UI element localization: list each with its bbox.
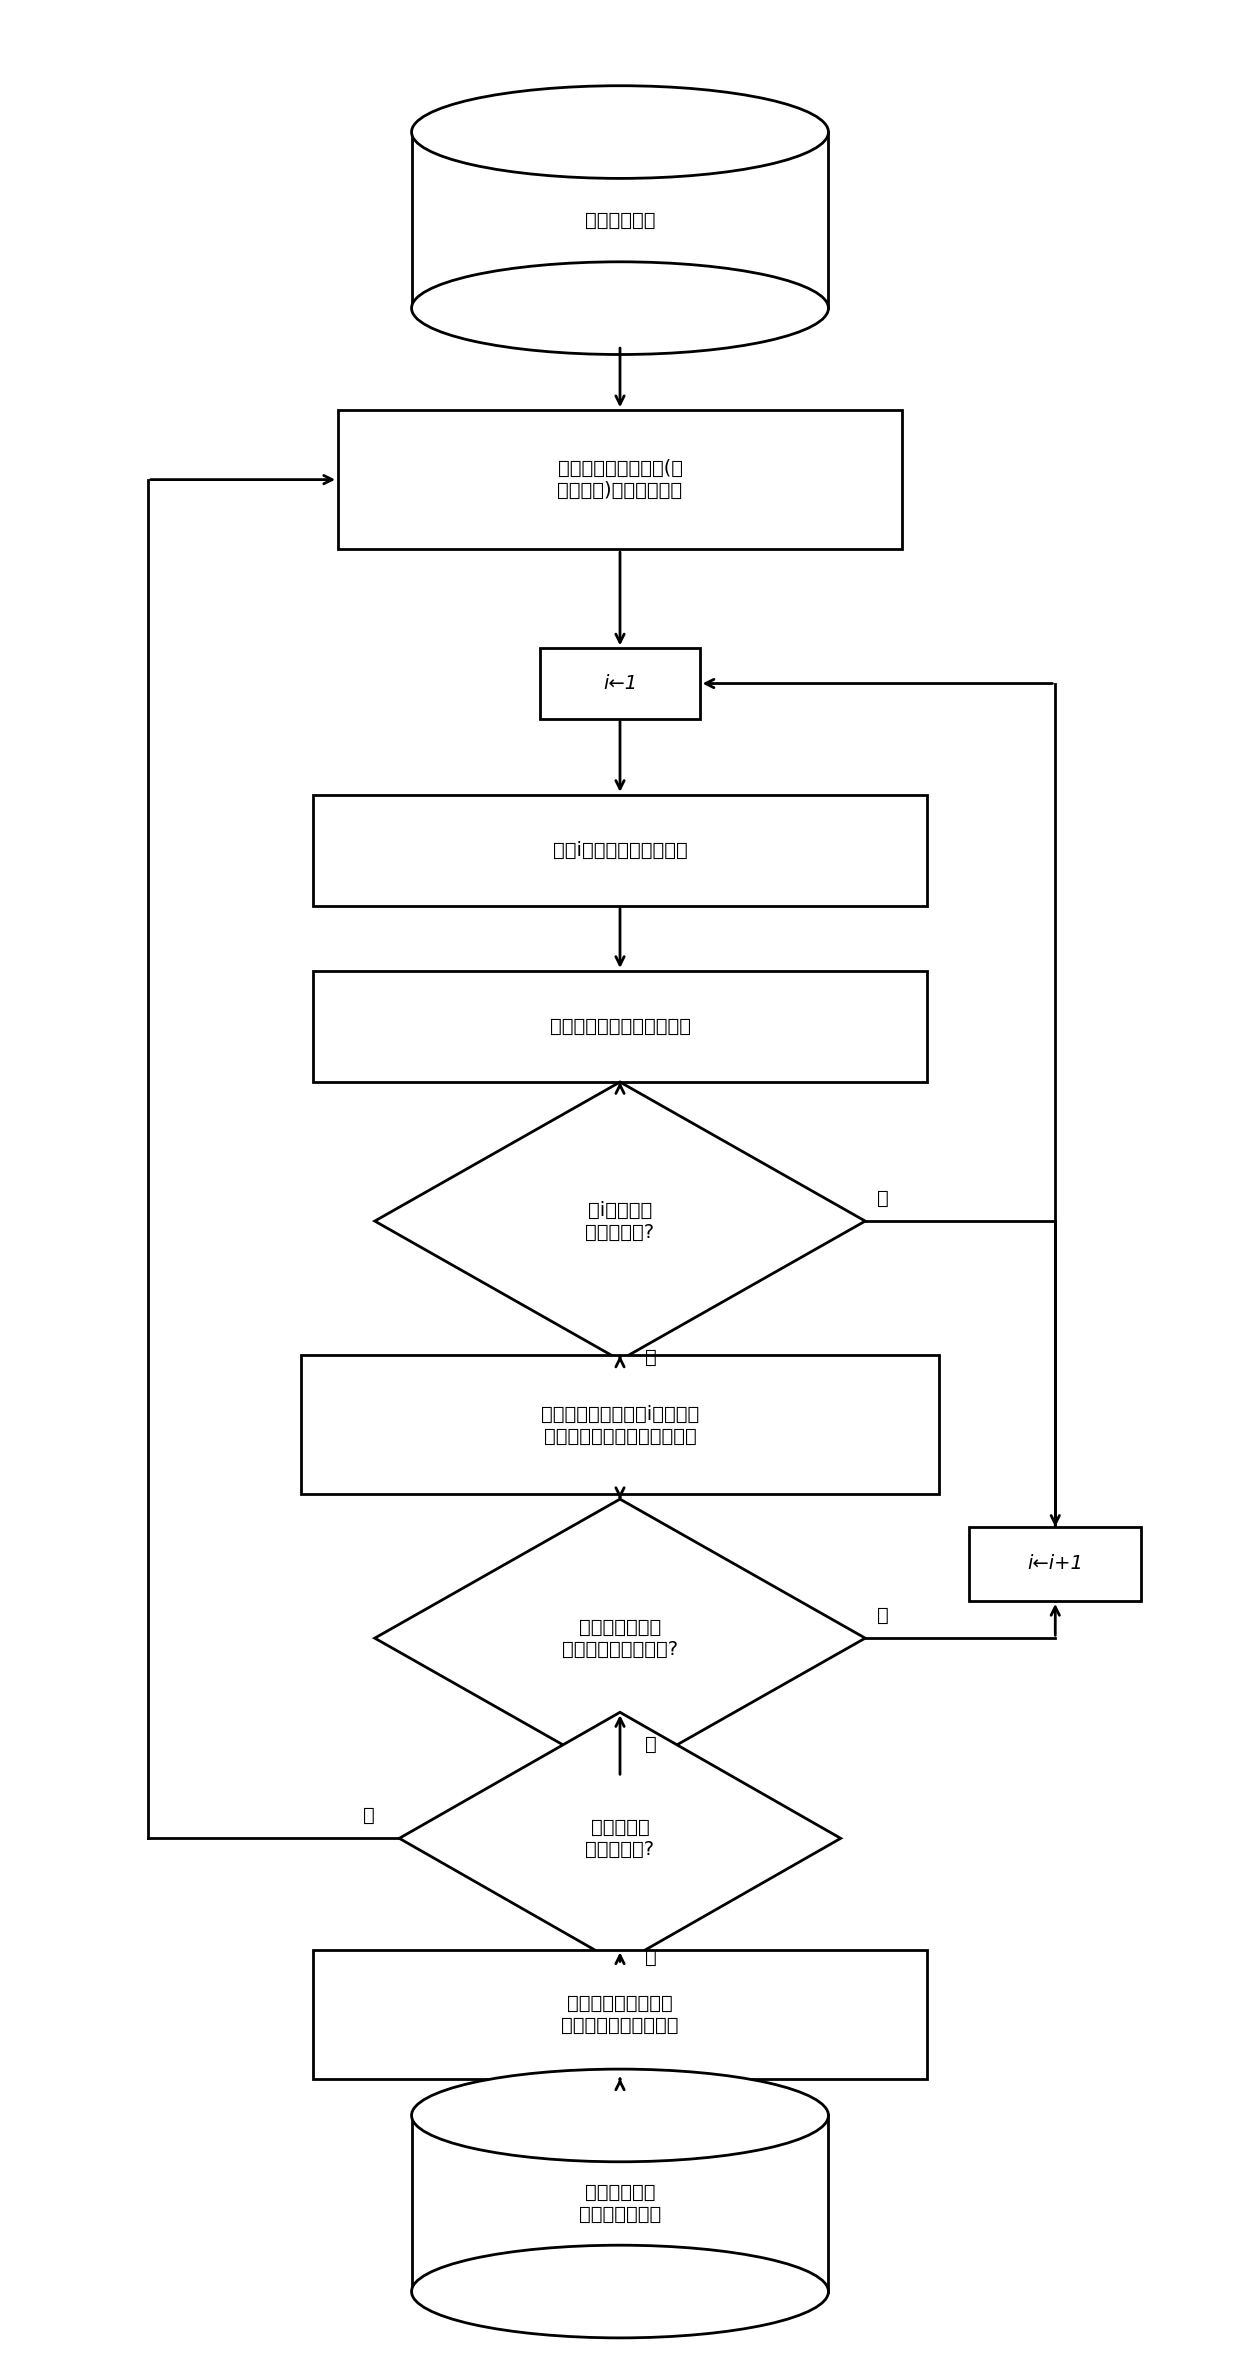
Bar: [412, 2115, 828, 2292]
Text: 是: 是: [645, 1736, 656, 1755]
Bar: [314, 796, 926, 907]
Text: i←i+1: i←i+1: [1027, 1553, 1084, 1572]
Text: 缺失值对应的网络输
出作为最终缺失值估计: 缺失值对应的网络输 出作为最终缺失值估计: [562, 1994, 678, 2034]
Text: 否: 否: [363, 1807, 374, 1826]
Text: 基于优化算法更新第i个样本中
每个缺失值对应的缺失值估计: 基于优化算法更新第i个样本中 每个缺失值对应的缺失值估计: [541, 1404, 699, 1444]
Text: 否: 否: [878, 1606, 889, 1624]
Ellipse shape: [412, 2070, 828, 2162]
Text: 随机初始化网络参数(权
重和阈值)、缺失值估计: 随机初始化网络参数(权 重和阈值)、缺失值估计: [558, 459, 682, 500]
Text: 不完整数据集: 不完整数据集: [585, 211, 655, 230]
Text: 否: 否: [878, 1189, 889, 1208]
Text: 将第i个样本输入网络模型: 将第i个样本输入网络模型: [553, 841, 687, 860]
Text: i←1: i←1: [603, 675, 637, 694]
Bar: [339, 410, 901, 549]
Text: 第i个样本是
不完整样本?: 第i个样本是 不完整样本?: [585, 1201, 655, 1241]
Bar: [412, 133, 828, 308]
Text: 基于优化算法更新网络参数: 基于优化算法更新网络参数: [549, 1016, 691, 1035]
Ellipse shape: [412, 263, 828, 355]
Text: 不完整数据集的
所有样本均遍历结束?: 不完整数据集的 所有样本均遍历结束?: [562, 1617, 678, 1658]
Bar: [314, 1949, 926, 2079]
Text: 是: 是: [645, 1347, 656, 1366]
Ellipse shape: [412, 2245, 828, 2337]
Polygon shape: [399, 1712, 841, 1965]
Text: 是: 是: [645, 1946, 656, 1965]
Bar: [970, 1527, 1141, 1601]
Polygon shape: [374, 1082, 866, 1359]
Text: 包含最终缺失
值估计的数据集: 包含最终缺失 值估计的数据集: [579, 2183, 661, 2224]
Bar: [314, 971, 926, 1082]
Text: 当前迭代次
数达到阈值?: 当前迭代次 数达到阈值?: [585, 1819, 655, 1859]
Bar: [541, 649, 699, 720]
Bar: [301, 1354, 939, 1494]
Ellipse shape: [412, 85, 828, 178]
Polygon shape: [374, 1499, 866, 1776]
